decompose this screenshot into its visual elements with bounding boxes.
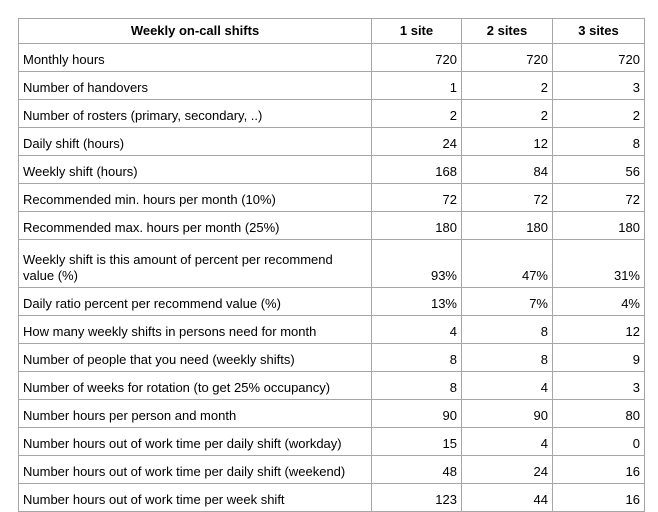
header-cell-title: Weekly on-call shifts (18, 18, 372, 44)
row-value-3-sites: 720 (552, 43, 645, 72)
row-value-3-sites: 16 (552, 455, 645, 484)
row-value-2-sites: 8 (461, 343, 553, 372)
row-value-1-site: 8 (371, 371, 462, 400)
table-row: Recommended min. hours per month (10%) 7… (18, 183, 645, 212)
table-row: Number hours out of work time per daily … (18, 455, 645, 484)
row-value-2-sites: 180 (461, 211, 553, 240)
row-label: Number of rosters (primary, secondary, .… (18, 99, 372, 128)
table-row: Number of weeks for rotation (to get 25%… (18, 371, 645, 400)
table-row: Daily shift (hours) 24 12 8 (18, 127, 645, 156)
header-cell-3-sites: 3 sites (552, 18, 645, 44)
table-header-row: Weekly on-call shifts 1 site 2 sites 3 s… (18, 18, 645, 44)
row-value-2-sites: 2 (461, 99, 553, 128)
row-label: Daily ratio percent per recommend value … (18, 287, 372, 316)
table-row: Daily ratio percent per recommend value … (18, 287, 645, 316)
row-value-3-sites: 4% (552, 287, 645, 316)
row-value-3-sites: 2 (552, 99, 645, 128)
row-label: Monthly hours (18, 43, 372, 72)
row-value-1-site: 4 (371, 315, 462, 344)
row-value-3-sites: 80 (552, 399, 645, 428)
row-label: Number hours out of work time per daily … (18, 455, 372, 484)
row-value-3-sites: 3 (552, 71, 645, 100)
row-value-3-sites: 72 (552, 183, 645, 212)
row-value-2-sites: 12 (461, 127, 553, 156)
row-value-2-sites: 72 (461, 183, 553, 212)
row-label: Number of people that you need (weekly s… (18, 343, 372, 372)
table-row: Number of handovers 1 2 3 (18, 71, 645, 100)
row-label: Recommended max. hours per month (25%) (18, 211, 372, 240)
row-label: How many weekly shifts in persons need f… (18, 315, 372, 344)
table-row: Number hours per person and month 90 90 … (18, 399, 645, 428)
row-label: Number of weeks for rotation (to get 25%… (18, 371, 372, 400)
row-value-2-sites: 8 (461, 315, 553, 344)
row-label: Recommended min. hours per month (10%) (18, 183, 372, 212)
table-row: Number hours out of work time per week s… (18, 483, 645, 512)
table-row: Number of people that you need (weekly s… (18, 343, 645, 372)
row-value-3-sites: 9 (552, 343, 645, 372)
row-value-3-sites: 31% (552, 239, 645, 288)
header-cell-2-sites: 2 sites (461, 18, 553, 44)
row-label: Weekly shift (hours) (18, 155, 372, 184)
row-value-1-site: 72 (371, 183, 462, 212)
row-value-3-sites: 0 (552, 427, 645, 456)
row-value-1-site: 24 (371, 127, 462, 156)
table-row: Number hours out of work time per daily … (18, 427, 645, 456)
table-row: How many weekly shifts in persons need f… (18, 315, 645, 344)
table-row: Recommended max. hours per month (25%) 1… (18, 211, 645, 240)
table-row: Weekly shift is this amount of percent p… (18, 239, 645, 288)
row-value-1-site: 48 (371, 455, 462, 484)
row-value-3-sites: 16 (552, 483, 645, 512)
header-cell-1-site: 1 site (371, 18, 462, 44)
row-value-2-sites: 90 (461, 399, 553, 428)
row-value-1-site: 168 (371, 155, 462, 184)
table-row: Number of rosters (primary, secondary, .… (18, 99, 645, 128)
row-label: Number hours out of work time per week s… (18, 483, 372, 512)
row-value-2-sites: 2 (461, 71, 553, 100)
row-value-1-site: 8 (371, 343, 462, 372)
row-value-1-site: 90 (371, 399, 462, 428)
row-value-2-sites: 24 (461, 455, 553, 484)
row-value-3-sites: 12 (552, 315, 645, 344)
row-value-2-sites: 44 (461, 483, 553, 512)
row-value-2-sites: 47% (461, 239, 553, 288)
table-row: Weekly shift (hours) 168 84 56 (18, 155, 645, 184)
row-label: Daily shift (hours) (18, 127, 372, 156)
row-value-3-sites: 56 (552, 155, 645, 184)
table-row: Monthly hours 720 720 720 (18, 43, 645, 72)
row-label: Weekly shift is this amount of percent p… (18, 239, 372, 288)
row-value-1-site: 93% (371, 239, 462, 288)
row-value-2-sites: 84 (461, 155, 553, 184)
row-label: Number hours out of work time per daily … (18, 427, 372, 456)
row-value-3-sites: 180 (552, 211, 645, 240)
row-value-1-site: 123 (371, 483, 462, 512)
row-label: Number of handovers (18, 71, 372, 100)
row-value-3-sites: 3 (552, 371, 645, 400)
row-value-1-site: 720 (371, 43, 462, 72)
row-value-1-site: 180 (371, 211, 462, 240)
row-value-1-site: 2 (371, 99, 462, 128)
row-value-1-site: 15 (371, 427, 462, 456)
row-label: Number hours per person and month (18, 399, 372, 428)
row-value-1-site: 1 (371, 71, 462, 100)
row-value-2-sites: 720 (461, 43, 553, 72)
row-value-2-sites: 7% (461, 287, 553, 316)
on-call-shifts-table: Weekly on-call shifts 1 site 2 sites 3 s… (18, 18, 645, 512)
row-value-3-sites: 8 (552, 127, 645, 156)
row-value-1-site: 13% (371, 287, 462, 316)
row-value-2-sites: 4 (461, 427, 553, 456)
row-value-2-sites: 4 (461, 371, 553, 400)
